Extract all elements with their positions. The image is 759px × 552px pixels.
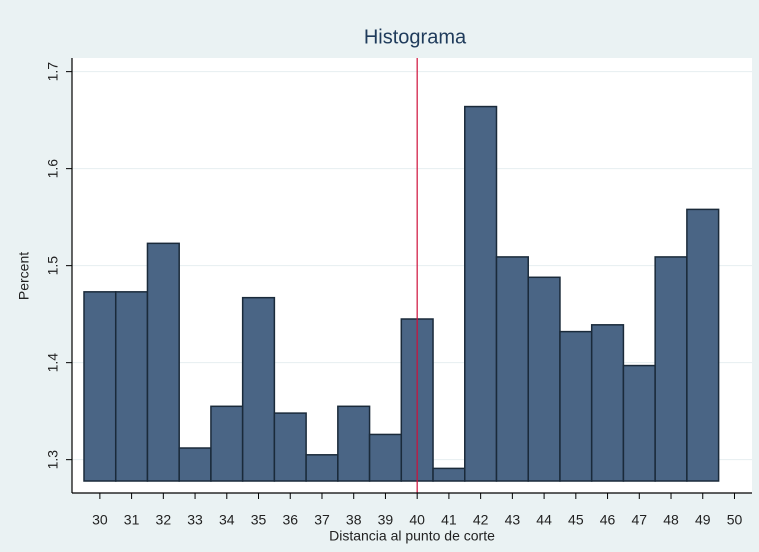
- x-tick-label: 44: [536, 512, 552, 528]
- bar: [622, 364, 656, 482]
- x-tick-label: 40: [409, 512, 425, 528]
- bar: [273, 412, 307, 482]
- bar: [368, 433, 403, 482]
- bar: [83, 291, 117, 482]
- bar: [559, 330, 593, 482]
- x-tick-label: 50: [727, 512, 743, 528]
- y-tick-label: 1.7: [45, 62, 61, 82]
- bar: [432, 467, 466, 482]
- bar: [210, 405, 244, 482]
- bar: [146, 242, 180, 482]
- x-tick-label: 43: [505, 512, 521, 528]
- x-tick-label: 38: [346, 512, 362, 528]
- x-tick-label: 48: [663, 512, 679, 528]
- x-tick-label: 49: [695, 512, 711, 528]
- bar: [337, 405, 371, 482]
- bar: [241, 296, 276, 482]
- x-tick-label: 31: [124, 512, 140, 528]
- y-tick-label: 1.3: [45, 450, 61, 470]
- bar: [114, 291, 149, 482]
- chart-title: Histograma: [364, 26, 467, 48]
- x-tick-label: 30: [92, 512, 108, 528]
- y-tick-label: 1.6: [45, 159, 61, 179]
- x-tick-label: 42: [473, 512, 489, 528]
- x-tick-label: 41: [441, 512, 457, 528]
- bar: [305, 454, 339, 482]
- y-axis-label: Percent: [16, 252, 32, 300]
- x-tick-label: 33: [187, 512, 203, 528]
- bar: [178, 447, 212, 482]
- y-tick-label: 1.4: [45, 353, 61, 373]
- bar: [527, 276, 561, 482]
- bar: [654, 256, 688, 482]
- y-tick-label: 1.5: [45, 256, 61, 276]
- x-tick-label: 35: [251, 512, 267, 528]
- x-tick-label: 39: [378, 512, 394, 528]
- x-tick-label: 46: [600, 512, 616, 528]
- x-tick-label: 34: [219, 512, 235, 528]
- bar: [590, 324, 625, 482]
- bar: [686, 208, 720, 482]
- x-tick-label: 45: [568, 512, 584, 528]
- x-tick-label: 37: [314, 512, 330, 528]
- bar: [464, 105, 498, 482]
- x-axis-label: Distancia al punto de corte: [329, 528, 495, 544]
- bar: [495, 256, 529, 482]
- x-tick-label: 32: [156, 512, 172, 528]
- x-tick-label: 36: [282, 512, 298, 528]
- x-tick-label: 47: [631, 512, 647, 528]
